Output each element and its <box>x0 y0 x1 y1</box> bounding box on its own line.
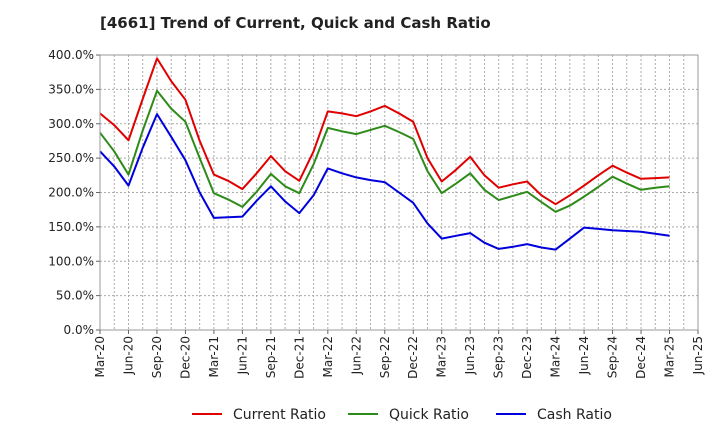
y-tick-label: 300.0% <box>48 117 94 131</box>
x-tick-label: Dec-20 <box>178 336 192 379</box>
x-tick-label: Mar-22 <box>321 336 335 377</box>
x-tick-label: Dec-21 <box>292 336 306 379</box>
x-tick-label: Sep-23 <box>492 336 506 378</box>
legend-item-quick-ratio: Quick Ratio <box>348 407 469 423</box>
y-axis-ticks: 0.0% 50.0% 100.0% 150.0% 200.0% 250.0% 300.0% 3… <box>48 48 100 337</box>
y-tick-label: 0.0% <box>64 323 95 337</box>
y-tick-label: 200.0% <box>48 186 94 200</box>
x-tick-label: Dec-22 <box>406 336 420 379</box>
x-tick-label: Jun-24 <box>577 336 591 375</box>
x-tick-label: Jun-21 <box>235 336 249 375</box>
x-tick-label: Sep-21 <box>264 336 278 378</box>
y-tick-label: 400.0% <box>48 48 94 62</box>
x-tick-label: Mar-20 <box>93 336 107 377</box>
legend-label: Current Ratio <box>233 407 326 423</box>
series-line-current-ratio <box>99 57 670 206</box>
y-tick-label: 150.0% <box>48 220 94 234</box>
x-tick-label: Jun-20 <box>121 336 135 375</box>
legend: Current Ratio Quick Ratio Cash Ratio <box>192 407 612 423</box>
x-tick-label: Mar-23 <box>435 336 449 377</box>
x-tick-label: Dec-24 <box>634 336 648 379</box>
x-axis-ticks: Mar-20 Jun-20 Sep-20 Dec-20 Mar-21 Jun-21 Sep-… <box>93 330 705 379</box>
series-line-quick-ratio <box>99 89 670 213</box>
legend-item-cash-ratio: Cash Ratio <box>496 407 612 423</box>
series-line-cash-ratio <box>99 113 670 251</box>
y-tick-label: 100.0% <box>48 254 94 268</box>
x-tick-label: Mar-24 <box>549 336 563 377</box>
x-tick-label: Sep-24 <box>606 336 620 378</box>
x-tick-label: Jun-23 <box>463 336 477 375</box>
legend-item-current-ratio: Current Ratio <box>192 407 326 423</box>
y-tick-label: 50.0% <box>56 289 94 303</box>
y-tick-label: 350.0% <box>48 82 94 96</box>
chart-title: [4661] Trend of Current, Quick and Cash … <box>100 14 491 32</box>
series-layer <box>99 57 670 251</box>
x-tick-label: Jun-22 <box>349 336 363 375</box>
legend-label: Cash Ratio <box>537 407 612 423</box>
x-tick-label: Dec-23 <box>520 336 534 379</box>
x-tick-label: Mar-25 <box>663 336 677 377</box>
x-tick-label: Sep-22 <box>378 336 392 378</box>
x-tick-label: Jun-25 <box>691 336 705 375</box>
x-tick-label: Sep-20 <box>150 336 164 378</box>
y-tick-label: 250.0% <box>48 151 94 165</box>
legend-label: Quick Ratio <box>389 407 469 423</box>
x-tick-label: Mar-21 <box>207 336 221 377</box>
